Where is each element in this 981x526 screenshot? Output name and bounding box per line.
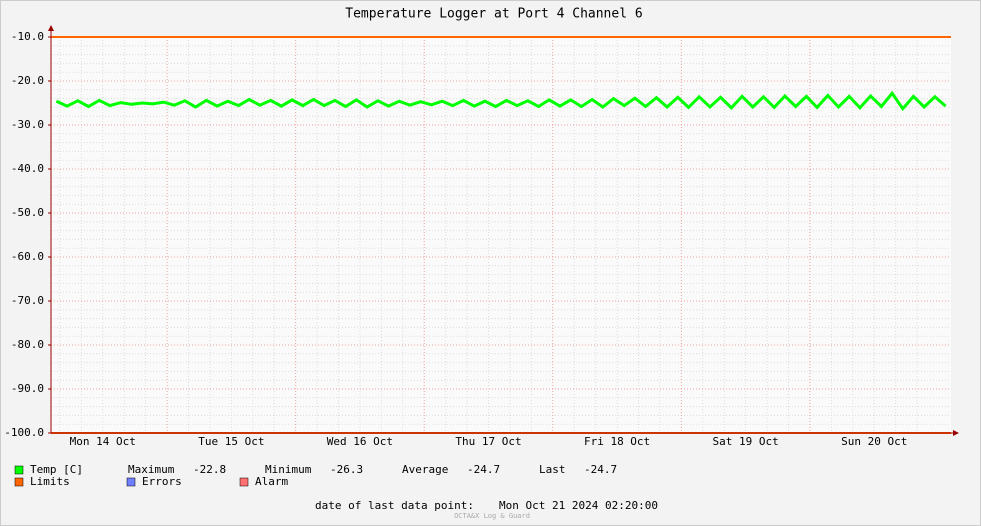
x-tick-label: Tue 15 Oct bbox=[198, 435, 264, 448]
grid bbox=[48, 36, 951, 434]
legend-swatch bbox=[239, 477, 249, 487]
legend-swatch bbox=[14, 465, 24, 475]
y-tick-label: -90.0 bbox=[11, 382, 44, 395]
y-tick-label: -80.0 bbox=[11, 338, 44, 351]
y-tick-label: -60.0 bbox=[11, 250, 44, 263]
y-tick-label: -20.0 bbox=[11, 74, 44, 87]
temp-line bbox=[55, 90, 947, 112]
stat-label: Maximum bbox=[128, 463, 175, 476]
watermark: OCTA&X Log & Guard bbox=[454, 512, 530, 520]
legend-label: Limits bbox=[30, 475, 70, 488]
y-tick-label: -30.0 bbox=[11, 118, 44, 131]
x-tick-label: Thu 17 Oct bbox=[455, 435, 521, 448]
stat-value: -24.7 bbox=[467, 463, 500, 476]
footer-label: date of last data point: bbox=[315, 499, 474, 512]
plot-area bbox=[51, 37, 951, 433]
legend-label: Alarm bbox=[255, 475, 288, 488]
legend-swatch bbox=[126, 477, 136, 487]
footer-value: Mon Oct 21 2024 02:20:00 bbox=[499, 499, 658, 512]
stat-label: Last bbox=[539, 463, 566, 476]
x-tick-label: Mon 14 Oct bbox=[70, 435, 136, 448]
stat-value: -22.8 bbox=[193, 463, 226, 476]
stat-label: Minimum bbox=[265, 463, 312, 476]
labels: -10.0 -20.0 -30.0 -40.0 -50.0 -60.0 -70.0 -80.0… bbox=[4, 30, 907, 520]
y-tick-label: -50.0 bbox=[11, 206, 44, 219]
x-axis-arrow bbox=[953, 430, 959, 436]
y-tick-label: -70.0 bbox=[11, 294, 44, 307]
legend-label: Temp [C] bbox=[30, 463, 83, 476]
stat-value: -24.7 bbox=[584, 463, 617, 476]
y-tick-label: -10.0 bbox=[11, 30, 44, 43]
stat-label: Average bbox=[402, 463, 448, 476]
legend-label: Errors bbox=[142, 475, 182, 488]
x-tick-label: Sun 20 Oct bbox=[841, 435, 907, 448]
x-tick-label: Fri 18 Oct bbox=[584, 435, 650, 448]
chart-title: Temperature Logger at Port 4 Channel 6 bbox=[345, 7, 642, 22]
y-tick-label: -40.0 bbox=[11, 162, 44, 175]
y-axis-arrow bbox=[48, 25, 54, 31]
x-tick-label: Sat 19 Oct bbox=[713, 435, 779, 448]
x-tick-label: Wed 16 Oct bbox=[327, 435, 393, 448]
y-tick-label: -100.0 bbox=[4, 426, 44, 439]
stat-value: -26.3 bbox=[330, 463, 363, 476]
legend-swatch bbox=[14, 477, 24, 487]
